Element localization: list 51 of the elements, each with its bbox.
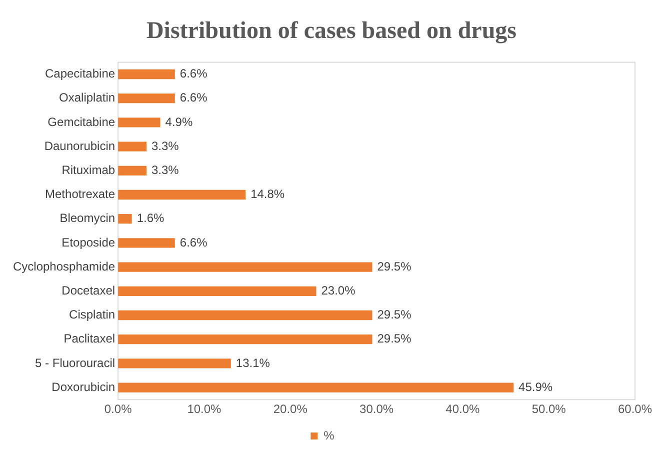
data-label: 13.1% <box>236 356 270 370</box>
bar <box>118 358 231 368</box>
bar <box>118 190 246 200</box>
y-tick-label: Methotrexate <box>45 187 116 202</box>
bar <box>118 310 372 320</box>
data-label: 1.6% <box>136 211 165 226</box>
bar <box>118 382 514 392</box>
x-tick-label: 50.0% <box>532 402 566 416</box>
x-tick-label: 10.0% <box>187 402 222 416</box>
data-label: 14.8% <box>250 187 285 202</box>
data-label: 3.3% <box>151 138 180 153</box>
data-label: 6.6% <box>180 66 208 81</box>
data-label: 6.6% <box>180 90 208 105</box>
y-tick-label: Cyclophosphamide <box>12 259 116 274</box>
data-label: 29.5% <box>377 259 412 274</box>
data-label: 23.0% <box>321 283 356 298</box>
data-label: 45.9% <box>518 380 553 394</box>
y-tick-label: Cisplatin <box>69 308 116 322</box>
bar <box>118 214 132 224</box>
bar <box>118 262 372 272</box>
x-tick-label: 0.0% <box>104 402 132 416</box>
bar <box>118 94 175 104</box>
bar <box>118 142 146 152</box>
legend-label: % <box>324 428 335 442</box>
y-tick-label: Docetaxel <box>62 283 116 298</box>
data-label: 29.5% <box>377 332 412 346</box>
y-tick-label: Bleomycin <box>60 211 116 226</box>
bar <box>118 118 160 128</box>
y-tick-label: Gemcitabine <box>48 114 116 129</box>
bar <box>118 69 175 80</box>
data-label: 6.6% <box>180 235 208 250</box>
y-tick-label: Oxaliplatin <box>59 90 116 105</box>
y-tick-label: 5 - Fluorouracil <box>35 356 116 370</box>
y-tick-label: Capecitabine <box>44 66 116 81</box>
bar <box>118 286 316 296</box>
y-tick-label: Daunorubicin <box>44 138 116 153</box>
bar <box>118 334 372 344</box>
y-tick-label: Doxorubicin <box>52 380 116 394</box>
x-tick-label: 30.0% <box>360 402 394 416</box>
bar <box>118 166 146 176</box>
chart-title: Distribution of cases based on drugs <box>145 18 518 46</box>
x-tick-label: 40.0% <box>446 402 480 416</box>
x-tick-label: 60.0% <box>618 402 652 416</box>
data-label: 29.5% <box>377 308 412 322</box>
y-tick-label: Paclitaxel <box>64 332 116 346</box>
bar <box>118 238 175 248</box>
data-label: 3.3% <box>151 162 180 177</box>
x-tick-label: 20.0% <box>273 402 308 416</box>
y-tick-label: Etoposide <box>62 235 116 250</box>
y-tick-label: Rituximab <box>62 162 116 177</box>
data-label: 4.9% <box>165 114 193 129</box>
